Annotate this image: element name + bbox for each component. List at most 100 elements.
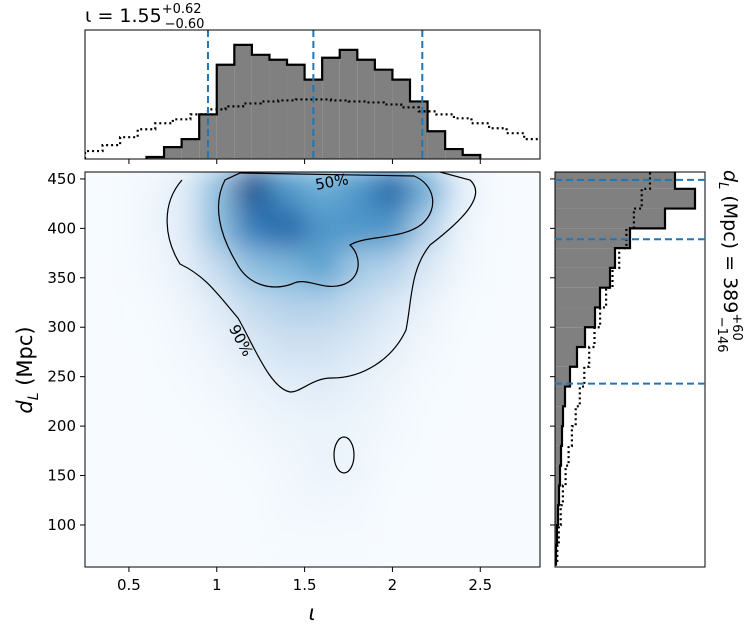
heat-cell (304, 172, 341, 210)
heat-cell (374, 208, 411, 249)
heat-cell (304, 248, 341, 289)
heat-cell (480, 485, 516, 526)
bar (555, 505, 558, 525)
bar (555, 188, 695, 209)
heat-cell (374, 248, 411, 289)
heat-cell (269, 172, 306, 210)
heat-cell (234, 524, 270, 566)
heat-cell (339, 327, 376, 368)
right-frame (554, 171, 706, 568)
heat-cell (304, 327, 341, 368)
heat-cell (269, 208, 306, 249)
heat-cell (480, 208, 516, 249)
x-tick-label: 0.5 (117, 576, 141, 594)
heat-cell (410, 287, 446, 328)
heat-cell (199, 406, 235, 447)
bar (555, 426, 562, 446)
bar (269, 59, 288, 159)
heat-cell (93, 287, 130, 328)
bar (555, 347, 577, 367)
heat-cell (269, 287, 306, 328)
heat-cell (374, 524, 411, 566)
heat-cell (339, 366, 376, 407)
heat-cell (164, 327, 200, 368)
heat-cell (199, 327, 235, 368)
heat-cell (339, 208, 376, 249)
heat-cell (199, 485, 235, 526)
title-sub: L (715, 182, 730, 189)
heat-cell (374, 445, 411, 486)
heat-cell (128, 327, 165, 368)
heat-cell (410, 327, 446, 368)
heat-cell (480, 406, 516, 447)
heat-cell (374, 287, 411, 328)
heat-cell (128, 485, 165, 526)
y-label-rest: (Mpc) (13, 326, 37, 392)
heat-cell (164, 248, 200, 289)
heat-cell (445, 524, 481, 566)
heat-cell (93, 445, 130, 486)
heat-cell (480, 366, 516, 407)
heat-cell (339, 524, 376, 566)
bar (555, 366, 570, 387)
heat-cell (128, 524, 165, 566)
bar (555, 406, 563, 427)
heat-cell (199, 524, 235, 566)
heat-cell (199, 366, 235, 407)
heat-cell (339, 172, 376, 210)
heat-cell (445, 406, 481, 447)
heat-cell (410, 248, 446, 289)
title-main: ι = 1.55 (85, 5, 162, 27)
prior-step (85, 98, 540, 159)
bar (555, 386, 565, 407)
heat-cell (269, 445, 306, 486)
heat-cell (480, 248, 516, 289)
right-title: dL (Mpc) = 389+60−146 (714, 170, 744, 353)
heat-cell (445, 366, 481, 407)
heat-cell (410, 366, 446, 407)
bar (322, 57, 340, 159)
heat-cell (374, 406, 411, 447)
heat-cell (480, 172, 516, 210)
bar (555, 287, 600, 308)
heat-cell (93, 406, 130, 447)
heat-cell (164, 366, 200, 407)
heat-cell (445, 327, 481, 368)
heat-cell (93, 327, 130, 368)
y-label-main: d (13, 400, 37, 414)
heat-cell (410, 172, 446, 210)
heat-cell (269, 485, 306, 526)
heat-cell (234, 485, 270, 526)
bar (555, 465, 560, 486)
contour-90-island (333, 436, 355, 474)
heat-cell (445, 485, 481, 526)
bar (462, 155, 481, 159)
heat-cell (269, 366, 306, 407)
bar (374, 69, 393, 159)
bar (410, 101, 428, 159)
heat-cell (234, 445, 270, 486)
bar (287, 64, 305, 159)
y-tick-label: 400 (47, 219, 76, 237)
heat-cell (269, 406, 306, 447)
heat-cell (445, 445, 481, 486)
heat-cell (339, 445, 376, 486)
bar (251, 54, 270, 159)
heat-cell (410, 445, 446, 486)
contour-50 (218, 172, 434, 288)
heat-cell (339, 485, 376, 526)
heat-cell (199, 208, 235, 249)
heat-cell (199, 445, 235, 486)
main-frame (84, 171, 541, 568)
bar (555, 327, 585, 348)
y-tick-label: 150 (47, 467, 76, 485)
y-tick-label: 300 (47, 318, 76, 336)
heat-cell (304, 485, 341, 526)
heat-cell (164, 445, 200, 486)
heat-cell (304, 406, 341, 447)
title-sup: +60 (729, 313, 744, 340)
bar (234, 44, 252, 159)
contour-label: 50% (314, 170, 350, 194)
heat-cell (374, 172, 411, 210)
